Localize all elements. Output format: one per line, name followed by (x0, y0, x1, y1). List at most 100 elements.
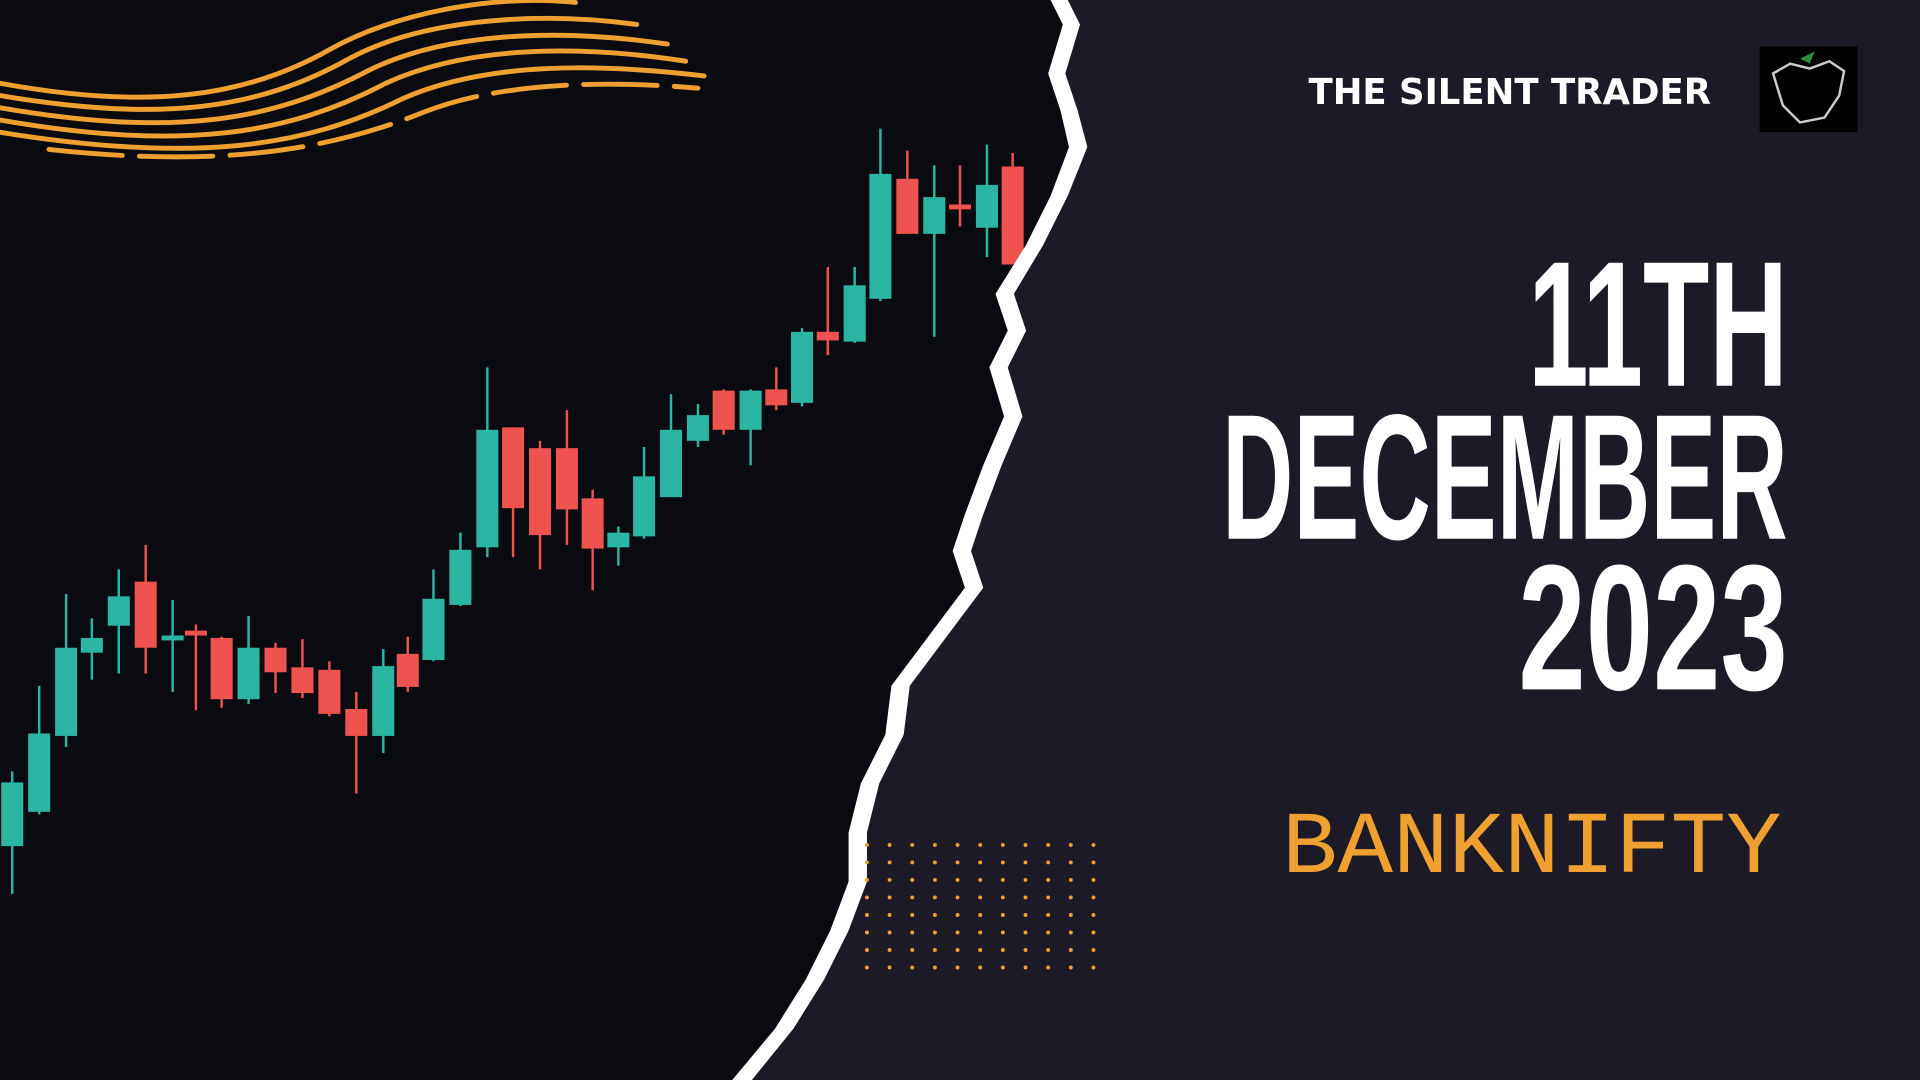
dot (978, 930, 983, 935)
dot (864, 895, 869, 900)
right-background (751, 0, 1920, 1080)
dot (955, 965, 960, 970)
dot (1091, 877, 1096, 882)
dot (1068, 930, 1073, 935)
dot (978, 912, 983, 917)
dot (955, 948, 960, 952)
dot (1068, 895, 1073, 900)
dot (1023, 860, 1028, 865)
dot (864, 948, 869, 952)
dot (1091, 842, 1096, 847)
dot (1091, 860, 1096, 865)
dot (910, 948, 915, 952)
dot (1023, 930, 1028, 935)
dot (1000, 860, 1005, 865)
dot (1000, 912, 1005, 917)
dot (955, 912, 960, 917)
dot (1068, 965, 1073, 970)
dot (864, 930, 869, 935)
dot (887, 842, 892, 847)
brand-name: THE SILENT TRADER (1309, 72, 1712, 113)
dot (978, 842, 983, 847)
dot (1000, 842, 1005, 847)
dot (1000, 965, 1005, 970)
dot (932, 895, 937, 900)
dot (955, 877, 960, 882)
dot (1046, 877, 1051, 882)
dot (1068, 842, 1073, 847)
dot (910, 842, 915, 847)
dot (887, 877, 892, 882)
dot (932, 912, 937, 917)
dot (1000, 930, 1005, 935)
dot (887, 912, 892, 917)
dot (1091, 930, 1096, 935)
dot (910, 895, 915, 900)
dot (864, 877, 869, 882)
dot (1046, 895, 1051, 900)
dot (932, 842, 937, 847)
dot (1023, 877, 1028, 882)
dot (1091, 912, 1096, 917)
dot (887, 948, 892, 952)
headline-line: 11TH (1528, 224, 1788, 424)
orange-waves (0, 0, 707, 160)
dot (1046, 912, 1051, 917)
dot (978, 895, 983, 900)
dot (1068, 948, 1073, 952)
dot (1023, 912, 1028, 917)
dot (1046, 930, 1051, 935)
dot (910, 912, 915, 917)
dot (1023, 842, 1028, 847)
dot (864, 860, 869, 865)
candlesticks (1, 128, 1024, 894)
dot (1046, 860, 1051, 865)
dot (978, 948, 983, 952)
dot (910, 860, 915, 865)
dot (1023, 965, 1028, 970)
dot (887, 930, 892, 935)
dot (1023, 895, 1028, 900)
dot (955, 842, 960, 847)
dot (1068, 860, 1073, 865)
dot (910, 930, 915, 935)
dot (978, 877, 983, 882)
dot (1091, 948, 1096, 952)
dot (1000, 895, 1005, 900)
dot (864, 965, 869, 970)
logo (1759, 46, 1858, 133)
dot (932, 930, 937, 935)
headline-line: DECEMBER (1222, 377, 1788, 577)
dot (1000, 877, 1005, 882)
dot (910, 877, 915, 882)
dot (887, 895, 892, 900)
dot (910, 965, 915, 970)
dot (955, 860, 960, 865)
headline-line: 2023 (1518, 527, 1787, 727)
dot (1046, 948, 1051, 952)
dot (978, 965, 983, 970)
dot (978, 860, 983, 865)
dot (1068, 877, 1073, 882)
dot (932, 860, 937, 865)
dot (1091, 965, 1096, 970)
dot (864, 912, 869, 917)
dot (1091, 895, 1096, 900)
dot (955, 930, 960, 935)
dot-grid (864, 842, 1096, 970)
dot (1046, 965, 1051, 970)
dot (955, 895, 960, 900)
dot (864, 842, 869, 847)
dot (1023, 948, 1028, 952)
subject: BANKNIFTY (1282, 800, 1782, 899)
dot (1000, 948, 1005, 952)
dot (932, 877, 937, 882)
dot (1068, 912, 1073, 917)
dot (932, 965, 937, 970)
dot (932, 948, 937, 952)
dot (1046, 842, 1051, 847)
dot (887, 860, 892, 865)
dot (887, 965, 892, 970)
